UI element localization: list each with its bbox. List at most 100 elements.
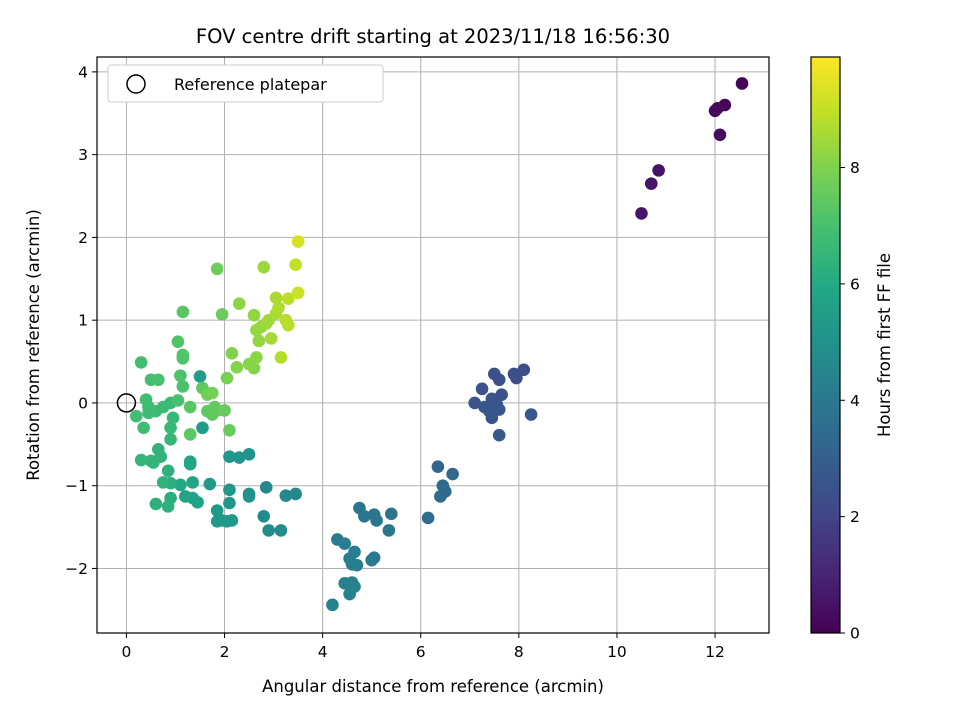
data-point — [257, 260, 271, 274]
legend-entry: Reference platepar — [174, 75, 327, 94]
data-point — [421, 511, 435, 525]
data-point — [210, 262, 224, 276]
y-axis-label: Rotation from reference (arcmin) — [24, 209, 43, 481]
data-point — [152, 373, 165, 387]
data-point — [149, 497, 163, 511]
data-point — [257, 510, 271, 523]
x-axis: 0 2 4 6 8 10 12 — [121, 633, 725, 661]
data-point — [183, 428, 197, 441]
data-point — [259, 481, 273, 494]
data-point — [735, 77, 749, 90]
data-point — [338, 537, 352, 550]
data-point — [232, 297, 246, 310]
data-point — [446, 467, 459, 481]
legend-marker-icon — [126, 74, 146, 94]
data-point — [225, 346, 239, 360]
data-point — [176, 348, 190, 362]
data-point — [652, 164, 665, 177]
data-point — [174, 369, 187, 382]
data-point — [350, 558, 364, 572]
data-point — [353, 501, 366, 515]
data-point — [272, 301, 285, 315]
x-tick-label: 6 — [416, 643, 426, 661]
data-points — [129, 77, 749, 612]
y-tick-label: 2 — [78, 229, 88, 247]
data-point — [176, 380, 190, 393]
data-point — [370, 514, 383, 527]
data-point — [205, 386, 219, 400]
data-point — [279, 489, 293, 502]
y-tick-label: 4 — [78, 63, 88, 81]
data-point — [161, 500, 175, 513]
data-point — [644, 177, 658, 190]
data-point — [242, 447, 256, 461]
data-point — [215, 308, 229, 321]
data-point — [210, 504, 224, 517]
data-point — [382, 524, 396, 537]
data-point — [183, 400, 197, 414]
y-tick-label: −2 — [65, 560, 88, 578]
data-point — [142, 406, 155, 420]
data-point — [281, 318, 295, 332]
data-point — [468, 396, 481, 410]
data-point — [289, 258, 302, 272]
x-axis-label: Angular distance from reference (arcmin) — [262, 677, 604, 696]
x-tick-label: 8 — [514, 643, 524, 661]
data-point — [171, 394, 185, 407]
data-point — [343, 587, 356, 601]
x-tick-label: 0 — [121, 643, 131, 661]
data-point — [223, 496, 236, 510]
data-point — [262, 524, 275, 537]
y-tick-label: 3 — [78, 146, 88, 164]
data-point — [524, 408, 538, 421]
data-point — [247, 361, 261, 375]
data-point — [365, 553, 378, 567]
data-point — [156, 476, 170, 489]
x-tick-label: 10 — [607, 643, 627, 661]
y-tick-label: 0 — [78, 394, 88, 412]
data-point — [134, 453, 148, 467]
data-point — [291, 235, 305, 248]
data-point — [152, 442, 165, 456]
data-point — [186, 476, 199, 489]
data-point — [264, 332, 278, 345]
grid — [97, 57, 769, 633]
x-tick-label: 12 — [705, 643, 725, 661]
colorbar-gradient — [810, 56, 841, 634]
data-point — [129, 409, 143, 423]
data-point — [220, 371, 234, 385]
data-point — [338, 577, 352, 590]
data-point — [232, 451, 246, 464]
data-point — [230, 361, 244, 374]
data-point — [291, 286, 305, 300]
data-point — [183, 455, 197, 468]
data-point — [510, 371, 523, 385]
colorbar-label: Hours from first FF file — [875, 253, 894, 437]
data-point — [223, 423, 236, 437]
y-tick-label: −1 — [65, 477, 88, 495]
data-point — [250, 351, 263, 364]
data-point — [161, 464, 175, 478]
data-point — [203, 477, 217, 491]
data-point — [434, 490, 447, 503]
colorbar-tick-label: 6 — [850, 275, 860, 293]
data-point — [174, 478, 187, 492]
data-point — [492, 428, 506, 442]
data-point — [289, 487, 302, 501]
plot-frame — [96, 56, 770, 634]
data-point — [166, 411, 180, 425]
data-point — [164, 421, 177, 435]
colorbar: 0 2 4 6 8 Hours from first FF file — [810, 56, 894, 643]
data-point — [274, 351, 288, 364]
data-point — [431, 460, 445, 473]
data-point — [281, 292, 295, 305]
data-point — [242, 490, 256, 503]
data-point — [171, 335, 185, 348]
reference-marker — [116, 393, 137, 413]
data-point — [178, 490, 192, 503]
data-point — [252, 334, 266, 348]
y-axis: −2 −1 0 1 2 3 4 — [65, 63, 97, 578]
data-point — [176, 305, 190, 319]
legend: Reference platepar — [107, 64, 384, 103]
